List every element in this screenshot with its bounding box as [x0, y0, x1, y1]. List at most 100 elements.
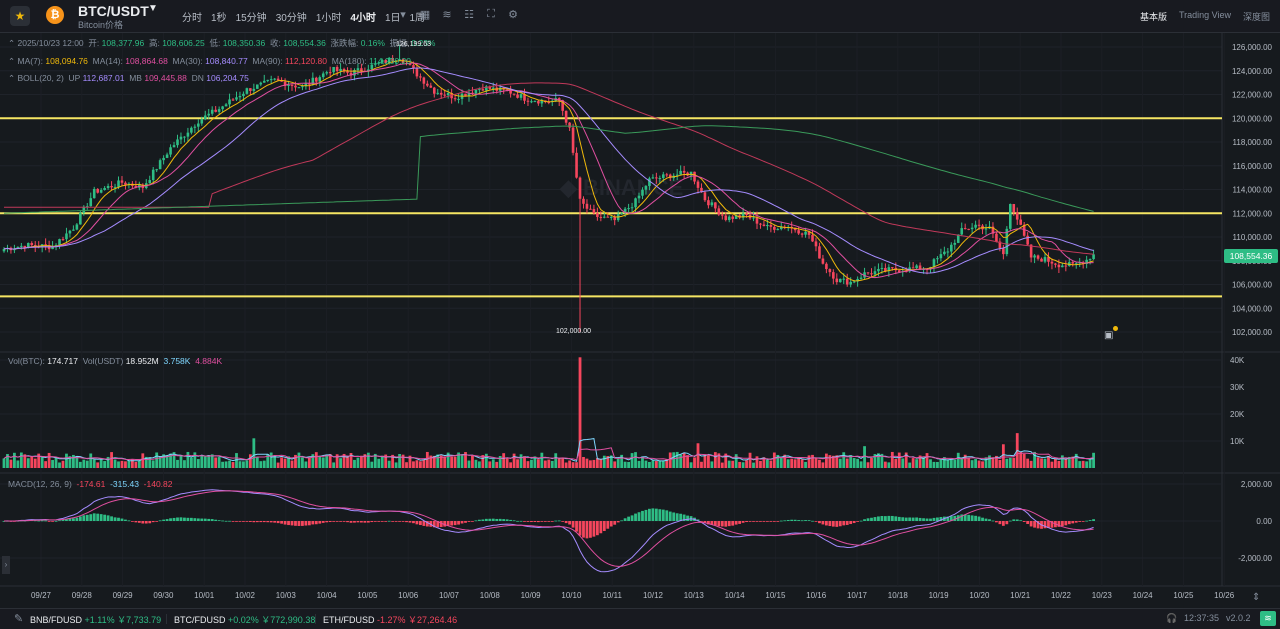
price-axis-label: 120,000.00	[1232, 114, 1273, 123]
volume-bar	[266, 454, 270, 468]
view-tab-0[interactable]: 基本版	[1139, 12, 1167, 22]
candle-body	[169, 147, 172, 155]
watermark-logo: ◆ BINANCE	[559, 175, 683, 200]
macd-histogram-bar	[970, 515, 974, 521]
candle-body	[124, 182, 127, 185]
candlestick-chart[interactable]: 126,000.00 124,000.00 122,000.00 120,000.00…	[0, 33, 1280, 608]
connection-icon[interactable]: ≋	[1260, 611, 1276, 626]
candle-body	[547, 102, 551, 104]
macd-histogram-bar	[394, 521, 398, 522]
interval-tab-5[interactable]: 4小时	[350, 13, 376, 24]
favorite-star-icon[interactable]: ★	[10, 6, 30, 26]
chart-area[interactable]: 126,000.00 124,000.00 122,000.00 120,000.00…	[0, 33, 1280, 608]
macd-histogram-bar	[821, 521, 825, 525]
interval-tab-6[interactable]: 1日	[384, 13, 401, 24]
view-tab-2[interactable]: 深度图	[1242, 12, 1270, 22]
volume-bar	[203, 456, 207, 468]
interval-tab-1[interactable]: 1秒	[211, 13, 227, 24]
volume-bar	[509, 462, 513, 468]
macd-dif-value: -174.61	[76, 479, 106, 489]
macd-histogram-bar	[481, 519, 485, 521]
volume-bar	[974, 459, 977, 468]
volume-bar	[991, 457, 995, 468]
macd-histogram-bar	[502, 519, 506, 521]
interval-tab-2[interactable]: 15分钟	[235, 13, 267, 24]
volume-bar	[439, 455, 443, 468]
volume-bar	[1033, 451, 1036, 468]
footer-ticker[interactable]: BTC/FDUSD +0.02% ￥772,990.38	[174, 613, 315, 626]
fullscreen-icon[interactable]: ⛶	[487, 8, 495, 20]
candle-body	[609, 216, 613, 218]
macd-histogram-bar	[873, 517, 877, 521]
volume-bar	[866, 462, 870, 468]
candle-body	[717, 208, 721, 215]
footer-ticker[interactable]: ETH/FDUSD -1.27% ￥27,264.46	[323, 613, 457, 626]
candle-body	[828, 269, 832, 273]
headphones-icon[interactable]: 🎧	[1166, 613, 1178, 623]
candle-body	[967, 228, 970, 230]
macd-histogram-bar	[550, 521, 554, 522]
interval-tab-7[interactable]: 1周	[409, 13, 426, 24]
macd-histogram-bar	[863, 519, 866, 521]
alert-calendar-icon[interactable]: ▣	[1104, 330, 1114, 341]
volume-bar	[349, 453, 353, 468]
settings-sliders-icon[interactable]: ☷	[464, 9, 474, 21]
macd-histogram-bar	[963, 514, 967, 521]
candle-body	[51, 246, 54, 250]
volume-bar	[793, 459, 797, 468]
volume-bar	[450, 456, 454, 468]
interval-tab-3[interactable]: 30分钟	[275, 13, 307, 24]
macd-histogram-bar	[793, 519, 797, 521]
ticker-pair: BTC/FDUSD	[174, 615, 226, 625]
candle-body	[439, 92, 443, 95]
volume-bar	[415, 460, 419, 468]
macd-histogram-bar	[1047, 521, 1050, 529]
macd-histogram-bar	[741, 521, 745, 523]
volume-bar	[162, 454, 166, 468]
date-axis-label: 10/04	[317, 591, 338, 600]
gear-icon[interactable]: ⚙	[508, 9, 518, 21]
price-axis-label: 124,000.00	[1232, 67, 1273, 76]
macd-histogram-bar	[75, 517, 79, 521]
candle-body	[745, 213, 748, 215]
volume-bar	[696, 443, 700, 468]
candle-body	[436, 92, 440, 94]
expand-panel-icon[interactable]: ›	[2, 556, 10, 574]
indicator-icon[interactable]: ≋	[442, 9, 452, 21]
candle-body	[207, 113, 211, 116]
macd-histogram-bar	[627, 516, 630, 521]
candle-body	[637, 195, 641, 199]
macd-histogram-bar	[373, 521, 377, 522]
candle-body	[759, 223, 762, 225]
footer-ticker[interactable]: BNB/FDUSD +1.11% ￥7,733.79	[30, 613, 161, 626]
volume-bar	[491, 459, 495, 468]
volume-bar	[387, 460, 391, 468]
candle-body	[877, 268, 880, 272]
interval-tab-4[interactable]: 1小时	[315, 13, 342, 24]
volume-bar	[1092, 452, 1095, 468]
candle-body	[342, 68, 346, 72]
interval-more-icon[interactable]: ▾	[400, 9, 406, 21]
candle-body	[308, 83, 311, 85]
volume-bar	[849, 455, 853, 468]
macd-histogram-bar	[523, 521, 526, 522]
view-tab-1[interactable]: Trading View	[1178, 10, 1231, 20]
macd-histogram-bar	[113, 517, 117, 521]
edit-pencil-icon[interactable]: ✎	[14, 613, 24, 625]
calendar-icon[interactable]: ▦	[419, 9, 431, 21]
volume-bar	[734, 454, 738, 468]
volume-bar	[148, 457, 152, 468]
macd-histogram-bar	[224, 520, 228, 522]
symbol-subname[interactable]: Bitcoin价格	[78, 20, 124, 30]
volume-bar	[1081, 460, 1085, 468]
candle-body	[346, 71, 349, 73]
symbol-dropdown-icon[interactable]: ▼	[148, 3, 158, 14]
volume-bar	[731, 460, 735, 468]
date-axis-label: 10/22	[1051, 591, 1072, 600]
symbol-title[interactable]: BTC/USDT	[78, 3, 149, 19]
volume-bar	[505, 458, 509, 468]
volume-bar	[245, 460, 249, 468]
candle-body	[727, 216, 731, 221]
macd-histogram-bar	[797, 520, 801, 521]
interval-tab-0[interactable]: 分时	[182, 13, 202, 24]
